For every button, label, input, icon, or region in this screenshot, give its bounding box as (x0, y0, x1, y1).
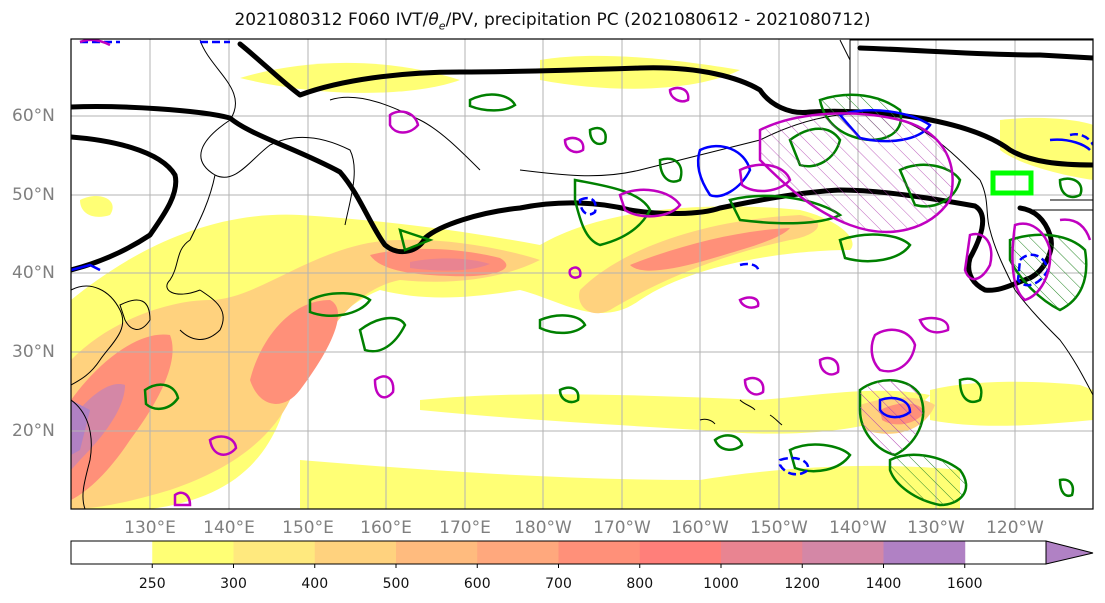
lat-label-60n: 60°N (12, 106, 55, 126)
lon-label-160e: 160°E (360, 518, 412, 538)
colorbar-cell (721, 541, 803, 564)
colorbar-tick-label: 1200 (784, 576, 821, 592)
colorbar-tick-label: 600 (463, 576, 491, 592)
colorbar-tick-label: 250 (138, 576, 166, 592)
colorbar (70, 540, 1094, 568)
lon-label-160w: 160°W (671, 518, 729, 538)
figure-title: 2021080312 F060 IVT/θe/PV, precipitation… (0, 10, 1105, 32)
title-prefix: 2021080312 F060 IVT/ (234, 10, 429, 30)
colorbar-tick-label: 300 (220, 576, 247, 592)
lon-label-130e: 130°E (124, 518, 176, 538)
lon-label-150e: 150°E (282, 518, 334, 538)
ivt-shading (71, 55, 1093, 509)
lat-label-50n: 50°N (12, 185, 55, 205)
colorbar-cell (802, 541, 884, 564)
title-suffix: /PV, precipitation PC (2021080612 - 2021… (445, 10, 871, 30)
lon-label-150w: 150°W (750, 518, 808, 538)
lon-label-170e: 170°E (439, 518, 491, 538)
colorbar-cell (558, 541, 641, 564)
lon-label-120w: 120°W (986, 518, 1044, 538)
plot-frame (70, 38, 1094, 510)
lon-label-170w: 170°W (593, 518, 651, 538)
lon-label-140w: 140°W (829, 518, 887, 538)
colorbar-tick-label: 800 (626, 576, 654, 592)
colorbar-tick-label: 700 (545, 576, 572, 592)
target-region-box (990, 170, 1034, 196)
colorbar-tick-label: 1600 (946, 576, 983, 592)
colorbar-tick-label: 1400 (865, 576, 902, 592)
lon-label-140e: 140°E (203, 518, 255, 538)
colorbar-tick-label: 500 (382, 576, 410, 592)
colorbar-extend-arrow (1045, 540, 1094, 565)
colorbar-tick-label: 1000 (703, 576, 739, 592)
lat-label-40n: 40°N (12, 263, 55, 283)
magenta-hatched-areas (760, 113, 953, 232)
colorbar-cell (883, 541, 966, 564)
title-theta-sub: e (438, 19, 446, 33)
colorbar-cell (71, 541, 153, 564)
colorbar-cell (396, 541, 478, 564)
colorbar-cell (314, 541, 397, 564)
colorbar-cell (477, 541, 559, 564)
colorbar-cell (639, 541, 722, 564)
lat-label-30n: 30°N (12, 342, 55, 362)
theta-e-contours (71, 41, 1093, 293)
lon-label-130w: 130°W (907, 518, 965, 538)
lon-label-180w: 180°W (514, 518, 572, 538)
colorbar-tick-label: 400 (301, 576, 329, 592)
colorbar-cell (152, 541, 234, 564)
title-theta: θ (428, 10, 439, 30)
lat-label-20n: 20°N (12, 421, 55, 441)
colorbar-cell (233, 541, 316, 564)
